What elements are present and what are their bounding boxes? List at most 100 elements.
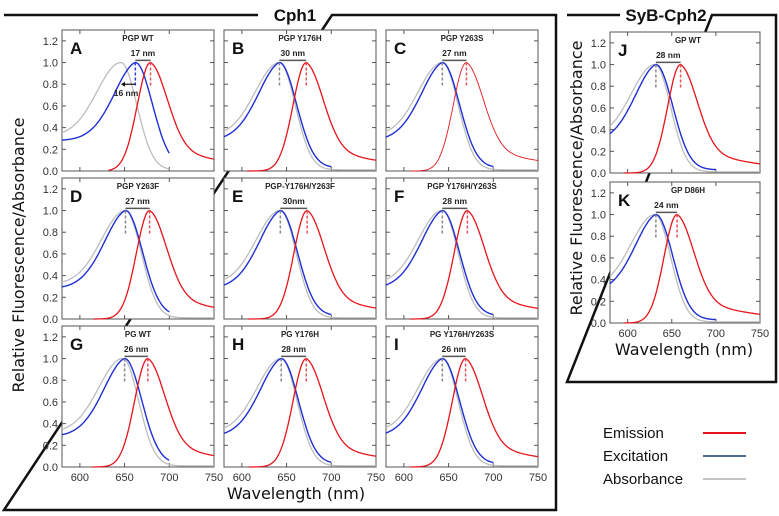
absorbance-curve [223,61,376,171]
plot-area [385,177,539,320]
plot-area [385,325,539,468]
x-tick-label: 750 [751,328,769,340]
group-title-sybcph2: SyB-Cph2 [625,6,706,25]
panel-i: 600 650 700 750 26 nm PG Y176H/Y263S I [385,325,547,484]
panel-title: PGP Y263S [441,34,485,43]
y-tick-label: 0.2 [43,292,58,304]
y-tick-label: 0.6 [591,253,606,265]
y-tick-label: 0.4 [43,123,58,135]
y-tick-label: 0.2 [43,144,58,156]
excitation-curve [223,209,332,316]
stokes-shift-label: 26 nm [442,344,467,354]
arrow-head-icon [121,81,126,87]
y-tick-label: 0.8 [591,81,606,93]
absorbance-curve [61,357,214,467]
y-tick-label: 1.0 [43,58,58,70]
x-tick-label: 650 [277,472,295,484]
x-tick-label: 600 [395,472,413,484]
y-tick-label: 0.0 [43,166,58,178]
y-tick-label: 0.2 [591,146,606,158]
y-tick-label: 0.6 [43,397,58,409]
panel-title: PGP Y176H [278,34,322,43]
panel-h: 600 650 700 750 28 nm PG Y176H H [223,325,385,484]
x-tick-label: 750 [205,472,223,484]
y-tick-label: 1.2 [43,184,58,196]
absorbance-curve [223,209,376,319]
stokes-shift-label: 28 nm [656,50,681,60]
y-tick-label: 0.6 [591,103,606,115]
emission-curve [624,63,761,174]
x-axis-label-cph1: Wavelength (nm) [227,484,365,503]
plot-area [223,177,377,320]
panel-letter: G [70,335,83,354]
emission-curve [624,213,761,324]
panel-title: PGP Y176H/Y263S [427,182,497,191]
excitation-curve [609,213,716,321]
stokes-shift-label: 30nm [283,196,306,206]
emission-curve [248,209,377,320]
stokes-shift-label: 17 nm [131,48,156,58]
y-tick-label: 1.2 [43,36,58,48]
panel-letter: I [394,335,399,354]
panel-title: PGP WT [122,34,154,43]
y-tick-label: 1.0 [591,60,606,72]
y-tick-label: 0.8 [43,375,58,387]
emission-curve [108,61,215,171]
y-tick-label: 0.2 [591,296,606,308]
stokes-shift-label: 28 nm [443,196,468,206]
excitation-curve [223,357,332,463]
panel-letter: J [618,41,627,60]
excitation-curve [61,357,170,461]
x-tick-label: 750 [529,472,547,484]
panel-e: 30nm PGP-Y176H/Y263F E [223,177,377,320]
x-tick-label: 600 [71,472,89,484]
legend: Emission Excitation Absorbance [603,425,746,488]
panel-c: 27 nm PGP Y263S C [385,29,539,172]
y-tick-label: 0.8 [43,227,58,239]
y-tick-label: 1.0 [43,354,58,366]
x-tick-label: 700 [322,472,340,484]
x-tick-label: 650 [663,328,681,340]
y-tick-label: 0.0 [591,318,606,330]
panel-g: 600 650 700 750 0.0 0.2 0.4 0.6 0.8 1.0 1.2 26 nm PG… [43,325,223,484]
panel-title: GP D86H [671,186,705,195]
stokes-shift-label: 27 nm [125,196,150,206]
y-tick-label: 1.0 [43,206,58,218]
excitation-curve [609,63,716,171]
x-tick-label: 600 [233,472,251,484]
panel-title: GP WT [675,36,701,45]
x-axis-label-sybcph2: Wavelength (nm) [615,340,753,359]
y-axis-label-cph1: Relative Fluorescence/Absorbance [9,118,28,393]
emission-curve [247,61,377,172]
absorbance-curve [223,357,376,467]
y-tick-label: 0.2 [43,440,58,452]
y-axis-label-sybcph2: Relative Fluorescence/Absorbance [567,41,586,316]
y-tick-label: 1.2 [43,332,58,344]
absorbance-curve [609,63,760,173]
y-tick-label: 0.8 [591,231,606,243]
panel-letter: E [232,187,243,206]
panel-title: PGP Y263F [117,182,160,191]
emission-curve [410,62,539,172]
stokes-shift-label: 28 nm [281,344,306,354]
stokes-shift-label: 27 nm [442,48,467,58]
stokes-shift-label: 24 nm [654,200,679,210]
panel-title: PG Y176H [281,330,319,339]
panel-f: 28 nm PGP Y176H/Y263S F [385,177,539,320]
y-tick-label: 0.6 [43,249,58,261]
x-tick-label: 750 [367,472,385,484]
excitation-curve [385,61,494,168]
panel-letter: F [394,187,404,206]
plot-area [223,29,377,172]
panel-letter: D [70,187,82,206]
panel-a: 0.0 0.2 0.4 0.6 0.8 1.0 1.2 17 nm 16 nm PGP WT A [43,29,215,178]
excitation-curve [62,61,170,154]
absorbance-curve [385,61,538,171]
stokes-shift-label: 30 nm [281,48,306,58]
emission-curve [93,209,215,320]
panel-title: PGP-Y176H/Y263F [265,182,335,191]
panel-j: 0.0 0.2 0.4 0.6 0.8 1.0 1.2 28 nm GP WT J [591,31,761,180]
y-tick-label: 1.0 [591,210,606,222]
stokes-shift-label: 26 nm [124,344,149,354]
